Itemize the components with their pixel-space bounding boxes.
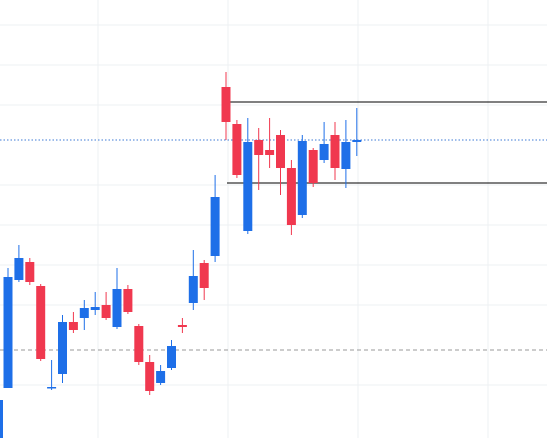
candle-body — [68, 322, 78, 330]
candle-body — [286, 168, 296, 225]
candle-body — [134, 326, 144, 362]
candle-body — [199, 263, 209, 288]
candle-body — [341, 142, 351, 169]
candle-body — [58, 322, 67, 374]
candle-body — [25, 262, 35, 282]
candle-body — [221, 87, 231, 122]
candle-body — [145, 362, 155, 391]
candle-body — [232, 124, 242, 175]
candle-body — [90, 307, 100, 310]
candle-body — [177, 325, 187, 327]
candle-body — [101, 305, 111, 318]
candle-body — [156, 371, 166, 383]
candle-body — [79, 308, 89, 318]
candle-body — [123, 289, 133, 312]
candle-body — [210, 197, 220, 256]
candle-body — [14, 258, 24, 280]
candle-body — [167, 346, 176, 368]
candle-body — [112, 289, 122, 327]
candle-body — [3, 277, 13, 388]
candle-body — [276, 135, 285, 168]
candle-body — [188, 276, 198, 303]
candle-body — [330, 135, 340, 168]
candle-body — [47, 387, 57, 389]
candle-body — [265, 150, 275, 155]
candle-body — [297, 141, 307, 215]
candle-body — [254, 140, 264, 155]
candle-body — [319, 144, 329, 160]
candle-body — [243, 142, 253, 231]
candle-body — [352, 140, 362, 142]
candle-body — [36, 286, 46, 359]
edge-marker — [0, 400, 3, 438]
candle-body — [308, 150, 318, 183]
